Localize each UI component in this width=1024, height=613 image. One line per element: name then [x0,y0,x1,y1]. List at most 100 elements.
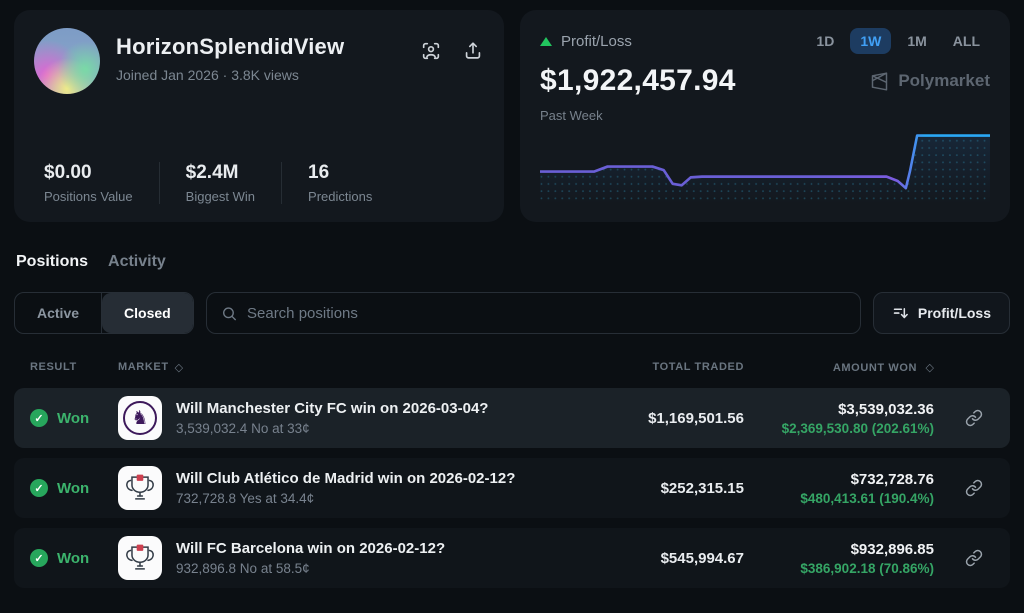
stat-value: $2.4M [185,162,239,183]
range-tab-all[interactable]: ALL [952,33,980,49]
profile-identity: HorizonSplendidView Joined Jan 2026 · 3.… [116,28,344,83]
stat-label: Biggest Win [185,189,256,204]
pnl-value-row: $1,922,457.94 Polymarket [540,64,990,98]
profile-card: HorizonSplendidView Joined Jan 2026 · 3.… [14,10,504,222]
pnl-card: Profit/Loss 1D 1W 1M ALL $1,922,457.94 Poly… [520,10,1010,222]
header-amount-won-cell[interactable]: AMOUNT WON ◇ [744,358,954,376]
position-row[interactable]: ✓ Won Will FC Barcelona win on 2026-02-1… [14,528,1010,588]
header-result[interactable]: RESULT [30,361,77,373]
search-positions-box [205,292,861,334]
top-section: HorizonSplendidView Joined Jan 2026 · 3.… [14,10,1010,222]
pnl-period: Past Week [540,108,603,123]
pnl-value: $1,922,457.94 [540,64,736,97]
profit-value: $2,369,530.80 (202.61%) [781,420,934,436]
total-traded-value: $1,169,501.56 [648,409,744,427]
link-cell [954,549,994,567]
won-check-icon: ✓ [30,549,48,567]
positions-list: ✓ Won ♞ Will Manchester City FC win on 2… [14,388,1010,588]
result-label: Won [57,409,90,427]
profit-up-triangle-icon [540,36,552,46]
market-cell: Will Club Atlético de Madrid win on 2026… [118,466,584,510]
range-tabs: 1D 1W 1M ALL [806,28,990,54]
amount-won-value: $732,728.76 [850,470,934,488]
premier-league-lion-icon: ♞ [123,401,157,435]
avatar [34,28,100,94]
stat-label: Positions Value [44,189,133,204]
pnl-header: Profit/Loss 1D 1W 1M ALL [540,28,990,54]
pnl-chart [540,132,990,204]
market-icon-premier-league: ♞ [118,396,162,440]
trophy-icon [126,544,154,570]
total-traded-value: $252,315.15 [660,479,744,497]
market-icon-trophy [118,536,162,580]
result-cell: ✓ Won [30,409,118,427]
share-profile-icon[interactable] [462,40,484,62]
won-check-icon: ✓ [30,409,48,427]
result-label: Won [57,479,90,497]
tab-positions[interactable]: Positions [16,253,89,270]
filter-closed-button[interactable]: Closed [102,293,193,333]
status-segment: Active Closed [14,292,194,334]
polymarket-logo-icon [872,71,888,91]
scan-profile-icon[interactable] [420,40,442,62]
range-tab-1d[interactable]: 1D [816,33,835,49]
amount-won-cell: $932,896.85 $386,902.18 (70.86%) [744,541,954,576]
range-tab-1m[interactable]: 1M [907,33,927,49]
stat-value: 16 [308,162,330,183]
amount-won-value: $932,896.85 [850,540,934,558]
market-link-icon[interactable] [965,409,983,427]
market-link-icon[interactable] [965,479,983,497]
market-title: Will Manchester City FC win on 2026-03-0… [176,400,489,417]
trophy-icon [126,474,154,500]
total-traded-value: $545,994.67 [660,549,744,567]
sort-button-label: Profit/Loss [917,305,991,321]
tab-activity[interactable]: Activity [108,253,166,270]
link-cell [954,409,994,427]
polymarket-brand: Polymarket [869,71,990,92]
filter-bar: Active Closed Profit/Loss [14,292,1010,334]
section-tabs: Positions Activity [16,253,1008,271]
search-icon [222,306,236,320]
market-text: Will FC Barcelona win on 2026-02-12? 932… [176,540,445,576]
market-subtitle: 732,728.8 Yes at 34.4¢ [176,491,315,506]
profile-name: HorizonSplendidView [116,34,345,59]
sort-profit-loss-button[interactable]: Profit/Loss [872,292,1010,334]
stat-predictions: 16 Predictions [282,162,398,204]
link-cell [954,479,994,497]
result-cell: ✓ Won [30,479,118,497]
profit-value: $480,413.61 (190.4%) [800,490,934,506]
market-subtitle: 3,539,032.4 No at 33¢ [176,421,310,436]
stat-positions-value: $0.00 Positions Value [34,162,160,204]
pnl-label: Profit/Loss [561,32,632,50]
profile-actions [420,40,484,62]
profile-header: HorizonSplendidView Joined Jan 2026 · 3.… [34,28,484,94]
stat-biggest-win: $2.4M Biggest Win [160,162,283,204]
position-row[interactable]: ✓ Won ♞ Will Manchester City FC win on 2… [14,388,1010,448]
market-text: Will Club Atlético de Madrid win on 2026… [176,470,515,506]
header-amount-won: AMOUNT WON [832,362,918,374]
range-tab-1w[interactable]: 1W [850,28,892,54]
market-icon-trophy [118,466,162,510]
market-cell: Will FC Barcelona win on 2026-02-12? 932… [118,536,584,580]
amount-won-cell: $732,728.76 $480,413.61 (190.4%) [744,471,954,506]
header-total-traded[interactable]: TOTAL TRADED [652,361,744,373]
market-subtitle: 932,896.8 No at 58.5¢ [176,561,310,576]
profit-value: $386,902.18 (70.86%) [800,560,934,576]
header-market-cell[interactable]: MARKET ◇ [118,361,584,374]
header-market: MARKET [118,361,169,373]
position-row[interactable]: ✓ Won Will Club Atlético de Madrid win o… [14,458,1010,518]
profile-meta: Joined Jan 2026 · 3.8K views [116,67,299,83]
market-title: Will FC Barcelona win on 2026-02-12? [176,540,446,557]
profile-stats: $0.00 Positions Value $2.4M Biggest Win 16 Pr… [34,162,484,204]
search-positions-input[interactable] [247,304,846,322]
amount-won-value: $3,539,032.36 [838,400,934,418]
market-title: Will Club Atlético de Madrid win on 2026… [176,470,516,487]
market-text: Will Manchester City FC win on 2026-03-0… [176,400,488,436]
won-sort-icon: ◇ [925,362,934,374]
result-label: Won [57,549,90,567]
market-cell: ♞ Will Manchester City FC win on 2026-03… [118,396,584,440]
market-link-icon[interactable] [965,549,983,567]
stat-value: $0.00 [44,162,92,183]
filter-active-button[interactable]: Active [15,293,103,333]
stat-label: Predictions [308,189,373,204]
